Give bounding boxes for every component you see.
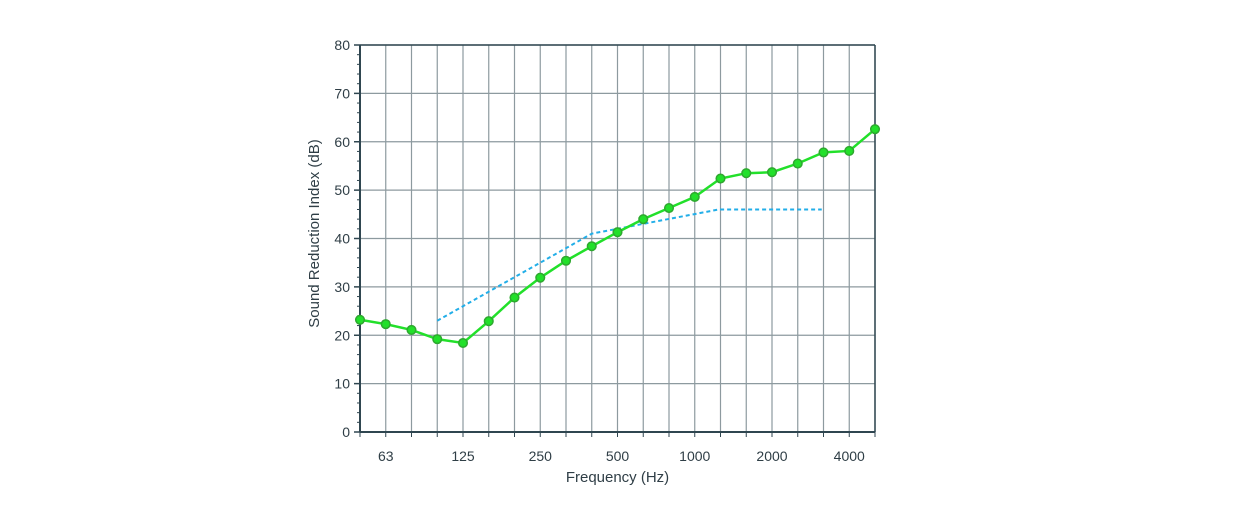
data-point: [483, 316, 494, 327]
x-tick-label: 4000: [834, 448, 865, 464]
axes: [354, 44, 876, 437]
data-point: [432, 334, 443, 345]
data-point: [560, 255, 572, 266]
x-tick-label: 63: [378, 448, 394, 464]
data-point: [380, 319, 391, 330]
y-tick-label: 80: [334, 37, 350, 53]
x-tick-label: 2000: [756, 448, 787, 464]
y-tick-label: 70: [334, 85, 350, 101]
y-tick-label: 60: [334, 134, 350, 150]
y-tick-label: 20: [334, 327, 350, 343]
y-tick-label: 10: [334, 376, 350, 392]
y-tick-label: 50: [334, 182, 350, 198]
series-layer: [354, 124, 881, 349]
data-point: [663, 202, 675, 214]
y-tick-label: 30: [334, 279, 350, 295]
data-point: [586, 241, 597, 252]
data-point: [792, 158, 803, 169]
data-point: [689, 191, 700, 202]
x-tick-label: 500: [606, 448, 630, 464]
data-point: [509, 292, 520, 303]
reference-curve: [436, 208, 822, 322]
data-point: [818, 147, 829, 158]
data-point: [869, 124, 881, 135]
grid: [359, 44, 876, 433]
data-point: [354, 314, 366, 325]
x-tick-label: 250: [529, 448, 553, 464]
data-point: [535, 272, 546, 283]
y-tick-label: 40: [334, 231, 350, 247]
x-tick-label: 1000: [679, 448, 710, 464]
data-point: [406, 324, 417, 335]
data-point: [715, 173, 726, 184]
y-tick-label: 0: [342, 424, 350, 440]
x-tick-label: 125: [451, 448, 475, 464]
y-axis-title: Sound Reduction Index (dB): [306, 139, 323, 327]
data-point: [457, 337, 469, 349]
data-point: [612, 227, 623, 238]
x-axis-title: Frequency (Hz): [566, 469, 669, 486]
data-point: [844, 145, 855, 156]
data-point: [741, 168, 752, 179]
data-point: [638, 214, 649, 225]
data-point: [766, 167, 778, 178]
tick-labels: 0 10 20 30 40 50 60 70 80 63 125 250 500 1000 2000 4000: [334, 37, 865, 464]
